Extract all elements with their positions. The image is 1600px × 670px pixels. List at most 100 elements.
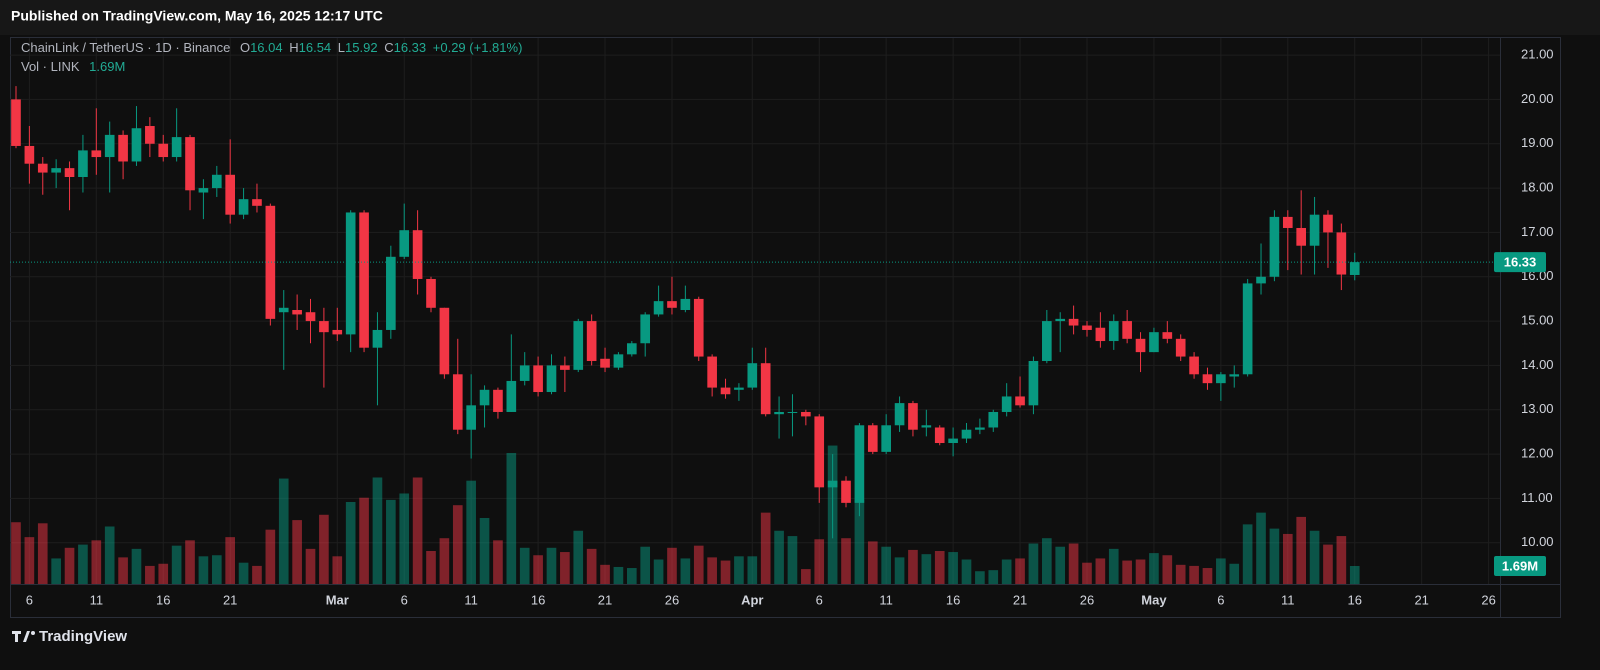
candle-body bbox=[265, 205, 276, 319]
volume-bar bbox=[1108, 548, 1119, 584]
volume-bar bbox=[667, 547, 677, 584]
volume-bar bbox=[1296, 516, 1307, 584]
volume-legend: Vol · LINK 1.69M bbox=[21, 59, 125, 74]
y-tick-label: 12.00 bbox=[1521, 446, 1554, 461]
candle-body bbox=[867, 425, 878, 452]
volume-bar bbox=[760, 512, 771, 584]
candle-body bbox=[292, 310, 302, 315]
change: +0.29 bbox=[433, 40, 466, 55]
high-value: 16.54 bbox=[299, 40, 332, 55]
candle-body bbox=[975, 427, 985, 430]
volume-bar bbox=[787, 536, 798, 584]
candle-body bbox=[1256, 276, 1266, 284]
candle-body bbox=[479, 389, 490, 406]
candle-body bbox=[104, 134, 115, 158]
volume-bar bbox=[1256, 512, 1266, 584]
candle-body bbox=[1028, 360, 1039, 406]
candle-body bbox=[640, 314, 651, 344]
ohlc-label: H bbox=[289, 40, 298, 55]
candle-body bbox=[747, 363, 758, 388]
y-tick-label: 17.00 bbox=[1521, 224, 1554, 239]
volume-bar bbox=[51, 558, 61, 584]
volume-bar bbox=[145, 565, 155, 584]
publisher-bar bbox=[0, 0, 1600, 35]
y-tick-label: 20.00 bbox=[1521, 91, 1554, 106]
volume-bar bbox=[452, 505, 463, 584]
volume-bar bbox=[37, 523, 48, 584]
logo-mark bbox=[12, 631, 30, 642]
candle-body bbox=[1309, 214, 1320, 246]
candle-body bbox=[319, 321, 329, 333]
candle-body bbox=[560, 365, 570, 370]
volume-bar bbox=[104, 526, 115, 584]
y-tick-label: 19.00 bbox=[1521, 135, 1554, 150]
volume-bar bbox=[1135, 559, 1146, 584]
volume-bar bbox=[720, 560, 731, 584]
x-tick-label: 11 bbox=[90, 592, 104, 607]
candle-body bbox=[814, 416, 825, 488]
brand-logo: TradingView bbox=[12, 628, 127, 645]
volume-bar bbox=[211, 555, 222, 584]
candle-body bbox=[613, 354, 624, 368]
volume-bar bbox=[506, 453, 517, 584]
candle-body bbox=[1349, 262, 1360, 275]
candle-body bbox=[1269, 216, 1280, 277]
volume-bar bbox=[1242, 524, 1253, 584]
volume-bar bbox=[1229, 563, 1240, 584]
volume-bar bbox=[533, 555, 543, 584]
volume-bar bbox=[894, 557, 905, 584]
volume-bar bbox=[265, 529, 276, 584]
candle-body bbox=[118, 134, 128, 162]
volume-bar bbox=[626, 568, 637, 584]
volume-bar bbox=[1162, 555, 1173, 584]
candle-body bbox=[908, 403, 918, 430]
axes: 10.0011.0012.0013.0014.0015.0016.0017.00… bbox=[26, 47, 1554, 608]
volume-bar bbox=[412, 477, 423, 584]
volume-bar bbox=[171, 545, 182, 584]
candle-body bbox=[1216, 374, 1226, 384]
volume-bar bbox=[1349, 566, 1360, 584]
volume-bar bbox=[1001, 559, 1012, 584]
volume-bar bbox=[881, 546, 891, 584]
candle-body bbox=[238, 199, 249, 215]
candle-body bbox=[1001, 396, 1012, 412]
volume-bar bbox=[988, 570, 999, 584]
candle-body bbox=[412, 230, 423, 279]
change-pct: (+1.81%) bbox=[469, 40, 522, 55]
candle-body bbox=[399, 230, 410, 257]
candle-body bbox=[359, 212, 369, 348]
candle-body bbox=[894, 403, 905, 426]
candle-body bbox=[185, 137, 195, 191]
x-tick-label: 6 bbox=[401, 592, 408, 607]
volume-bar bbox=[1269, 528, 1280, 584]
candle-body bbox=[934, 427, 945, 444]
candle-body bbox=[78, 150, 88, 177]
candle-body bbox=[988, 411, 999, 428]
candle-body bbox=[573, 321, 584, 370]
y-tick-label: 15.00 bbox=[1521, 313, 1554, 328]
candle-body bbox=[332, 329, 343, 335]
x-tick-label: Apr bbox=[741, 592, 763, 607]
candle-body bbox=[1162, 332, 1173, 339]
candle-body bbox=[51, 168, 61, 173]
candle-body bbox=[345, 212, 356, 335]
volume-bar bbox=[24, 537, 35, 584]
ohlc-label: O bbox=[240, 40, 250, 55]
volume-bar bbox=[1309, 530, 1320, 584]
candle-body bbox=[386, 256, 396, 330]
candle-body bbox=[305, 312, 316, 322]
volume-bar bbox=[305, 548, 316, 584]
volume-bar bbox=[493, 540, 503, 584]
volume-bar bbox=[707, 557, 717, 584]
candle-body bbox=[1068, 318, 1079, 326]
candle-body bbox=[600, 358, 610, 368]
volume-bar bbox=[1323, 544, 1333, 584]
publisher: Published on TradingView.com, May 16, 20… bbox=[11, 8, 383, 24]
volume-bar bbox=[158, 563, 169, 584]
x-tick-label: 26 bbox=[1481, 592, 1495, 607]
candle-body bbox=[586, 321, 597, 361]
volume-bar bbox=[118, 557, 128, 584]
volume-bar bbox=[1149, 553, 1159, 584]
x-tick-label: 6 bbox=[26, 592, 33, 607]
volume-bar bbox=[359, 497, 369, 584]
